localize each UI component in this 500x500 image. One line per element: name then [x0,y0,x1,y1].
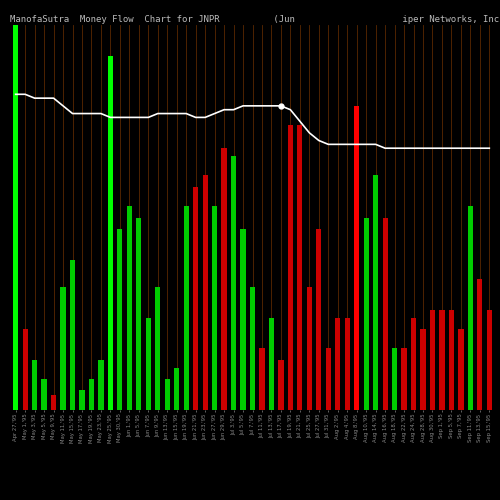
Bar [22,329,28,410]
Bar [288,125,293,410]
Bar [430,310,435,410]
Bar [240,229,246,410]
Bar [212,206,217,410]
Bar [136,218,141,410]
Bar [458,329,464,410]
Bar [250,287,255,410]
Bar [70,260,75,410]
Bar [146,318,151,410]
Bar [202,175,207,410]
Bar [420,329,426,410]
Bar [298,125,302,410]
Bar [440,310,444,410]
Bar [89,379,94,410]
Bar [326,348,331,410]
Bar [449,310,454,410]
Bar [316,229,322,410]
Bar [155,287,160,410]
Bar [335,318,340,410]
Bar [486,310,492,410]
Bar [306,287,312,410]
Bar [127,206,132,410]
Bar [98,360,103,410]
Bar [108,56,113,410]
Bar [364,218,369,410]
Bar [13,25,18,410]
Bar [164,379,170,410]
Bar [60,287,66,410]
Bar [411,318,416,410]
Bar [344,318,350,410]
Bar [477,279,482,410]
Bar [51,394,56,410]
Bar [118,229,122,410]
Bar [269,318,274,410]
Bar [80,390,84,410]
Bar [32,360,37,410]
Bar [184,206,189,410]
Text: ManofaSutra  Money Flow  Chart for JNPR          (Jun                    iper Ne: ManofaSutra Money Flow Chart for JNPR (J… [10,15,500,24]
Bar [354,106,360,410]
Bar [468,206,473,410]
Bar [402,348,406,410]
Bar [193,186,198,410]
Bar [392,348,397,410]
Bar [42,379,46,410]
Bar [278,360,283,410]
Bar [373,175,378,410]
Bar [231,156,236,410]
Bar [222,148,226,410]
Bar [382,218,388,410]
Bar [174,368,180,410]
Bar [260,348,264,410]
